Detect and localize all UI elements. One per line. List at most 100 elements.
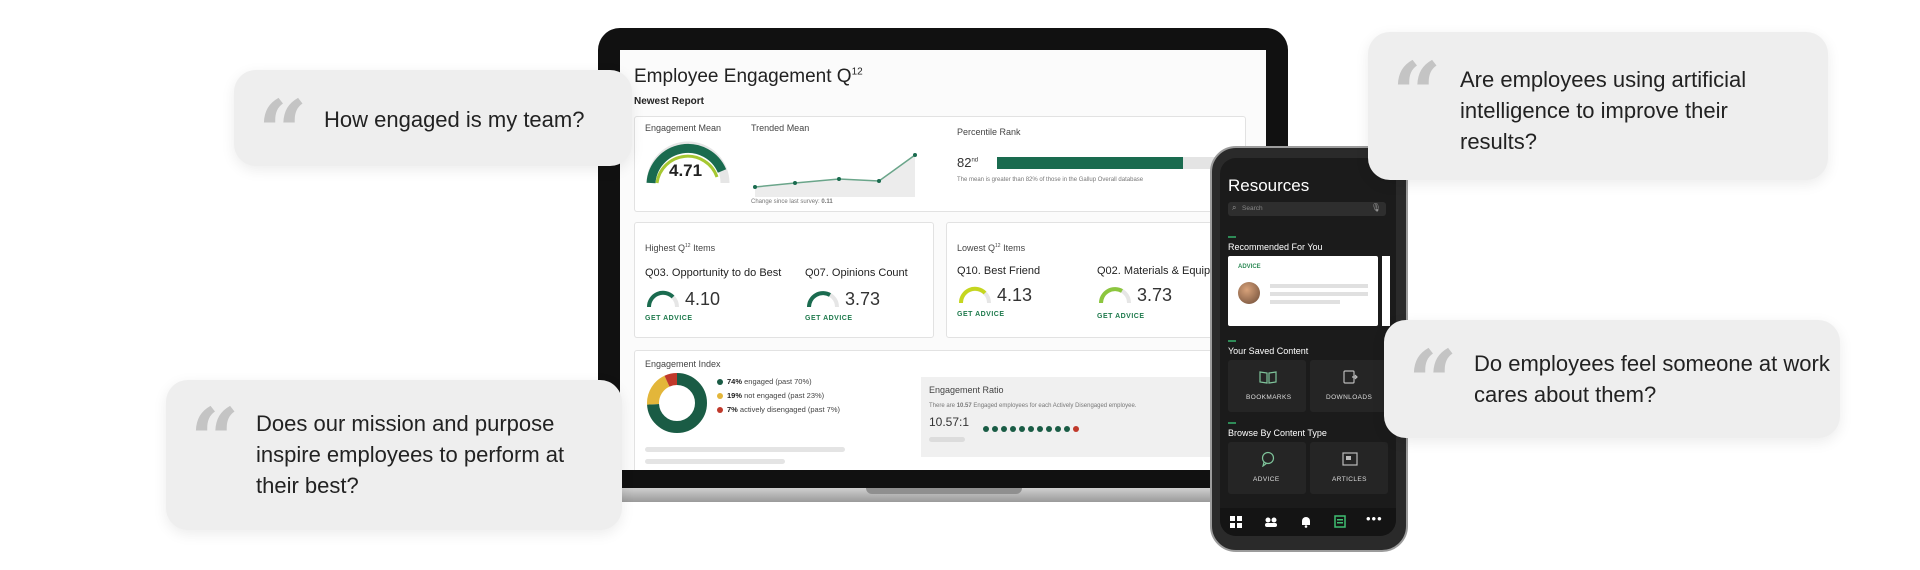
ratio-dot (1028, 426, 1034, 432)
section-accent (1228, 236, 1236, 238)
engagement-ratio-label: Engagement Ratio (929, 385, 1004, 395)
quote-icon: “ (1408, 332, 1458, 433)
engagement-mean-gauge (646, 141, 730, 184)
more-icon[interactable]: ••• (1366, 511, 1383, 526)
team-icon[interactable] (1264, 516, 1278, 528)
placeholder-line (645, 459, 785, 464)
section-accent (1228, 340, 1236, 342)
get-advice-link[interactable]: GET ADVICE (805, 315, 853, 322)
engagement-ratio-dots (983, 419, 1082, 437)
engagement-ratio-value: 10.57:1 (929, 415, 970, 429)
ratio-dot (1037, 426, 1043, 432)
home-grid-icon[interactable] (1230, 516, 1242, 528)
phone-screen: Resources ⌕ Search 🎙 Recommended For You… (1220, 158, 1396, 536)
avatar (1238, 282, 1260, 304)
resources-nav-icon[interactable] (1334, 515, 1346, 528)
placeholder-line (929, 437, 965, 442)
ratio-dot (1046, 426, 1052, 432)
percentile-rank-note: The mean is greater than 82% of those in… (957, 177, 1144, 183)
dashboard-title: Employee Engagement Q12 (634, 66, 863, 87)
question-text: Are employees using artificial intellige… (1460, 67, 1747, 154)
recommended-card[interactable]: ADVICE (1228, 256, 1378, 326)
summary-card: Engagement Mean 4.71 Trended Mean Change… (634, 116, 1246, 212)
book-icon (1259, 371, 1277, 384)
search-icon: ⌕ (1232, 203, 1237, 212)
ratio-dot (983, 426, 989, 432)
ratio-dot (1064, 426, 1070, 432)
advice-label: ADVICE (1253, 476, 1280, 483)
question-bubble: “ Does our mission and purpose inspire e… (166, 380, 622, 530)
engagement-ratio-panel: Engagement Ratio There are 10.57 Engaged… (921, 377, 1261, 457)
quote-icon: “ (1392, 44, 1442, 145)
download-icon (1343, 370, 1358, 384)
ratio-dot (1019, 426, 1025, 432)
advice-tile[interactable]: ADVICE (1228, 442, 1306, 494)
highest-item-name: Q03. Opportunity to do Best (645, 267, 782, 279)
trended-mean-chart (753, 153, 917, 197)
articles-label: ARTICLES (1332, 476, 1367, 483)
placeholder-line (645, 447, 845, 452)
lowest-item-name: Q10. Best Friend (957, 265, 1041, 277)
percentile-rank-value: 82nd (957, 155, 979, 170)
quote-icon: “ (258, 82, 308, 183)
bell-icon[interactable] (1300, 515, 1312, 528)
dashboard-screen: Employee Engagement Q12 Newest Report En… (620, 50, 1266, 470)
engagement-mean-label: Engagement Mean (645, 123, 722, 133)
article-icon (1342, 452, 1358, 466)
get-advice-link[interactable]: GET ADVICE (645, 315, 693, 322)
question-text: Does our mission and purpose inspire emp… (256, 411, 565, 498)
bookmarks-tile[interactable]: BOOKMARKS (1228, 360, 1306, 412)
resources-title: Resources (1228, 176, 1310, 195)
question-bubble: “ How engaged is my team? (234, 70, 632, 176)
highest-item-score: 3.73 (845, 289, 881, 309)
highest-item-name: Q07. Opinions Count (805, 267, 908, 279)
section-accent (1228, 422, 1236, 424)
dashboard-subtitle: Newest Report (634, 96, 705, 107)
downloads-label: DOWNLOADS (1326, 394, 1373, 401)
placeholder-line (1270, 292, 1368, 296)
ratio-dot (992, 426, 998, 432)
percentile-rank-fill (997, 157, 1183, 169)
highest-items-label: Highest Q12 Items (645, 243, 716, 253)
card-tag: ADVICE (1238, 264, 1261, 270)
recommended-heading: Recommended For You (1228, 242, 1323, 252)
percentile-rank-label: Percentile Rank (957, 127, 1021, 137)
microphone-icon[interactable]: 🎙 (1370, 203, 1381, 212)
bottom-nav: ••• (1220, 508, 1396, 536)
bookmarks-label: BOOKMARKS (1246, 394, 1292, 401)
engagement-index-label: Engagement Index (645, 359, 721, 369)
ratio-dot (1055, 426, 1061, 432)
highest-item-score: 4.10 (685, 289, 721, 309)
engagement-index-card: Engagement Index 74% engaged (past 70%) … (634, 350, 1266, 470)
lowest-items-label: Lowest Q12 Items (957, 243, 1026, 253)
question-bubble: “ Do employees feel someone at work care… (1384, 320, 1840, 438)
downloads-tile[interactable]: DOWNLOADS (1310, 360, 1388, 412)
placeholder-line (1270, 300, 1340, 304)
chat-icon (1261, 451, 1275, 467)
engagement-mean-value: 4.71 (669, 161, 703, 180)
percentile-rank-bar (997, 157, 1221, 169)
get-advice-link[interactable]: GET ADVICE (957, 311, 1005, 318)
next-card-peek[interactable] (1382, 256, 1390, 326)
lowest-item-gauge (958, 286, 991, 304)
placeholder-line (1270, 284, 1368, 288)
browse-heading: Browse By Content Type (1228, 428, 1327, 438)
search-placeholder: Search (1242, 205, 1263, 212)
get-advice-link[interactable]: GET ADVICE (1097, 313, 1145, 320)
engagement-index-donut (647, 373, 707, 433)
question-text: Do employees feel someone at work cares … (1474, 351, 1830, 407)
quote-icon: “ (190, 390, 240, 491)
lowest-item-name: Q02. Materials & Equipment (1097, 265, 1235, 277)
search-input[interactable]: ⌕ Search 🎙 (1228, 202, 1386, 216)
lowest-item-score: 4.13 (997, 285, 1033, 305)
articles-tile[interactable]: ARTICLES (1310, 442, 1388, 494)
trended-mean-note: Change since last survey: 0.11 (751, 199, 833, 205)
lowest-items-card: Lowest Q12 Items Q10. Best Friend 4.13 G… (946, 222, 1248, 338)
engagement-ratio-note: There are 10.57 Engaged employees for ea… (929, 403, 1137, 409)
laptop-notch (866, 488, 1022, 494)
highest-item-gauge (807, 291, 839, 308)
legend-engaged: 74% engaged (past 70%) (717, 377, 812, 386)
question-bubble: “ Are employees using artificial intelli… (1368, 32, 1828, 180)
highest-item-gauge (646, 290, 679, 308)
highest-items-card: Highest Q12 Items Q03. Opportunity to do… (634, 222, 934, 338)
